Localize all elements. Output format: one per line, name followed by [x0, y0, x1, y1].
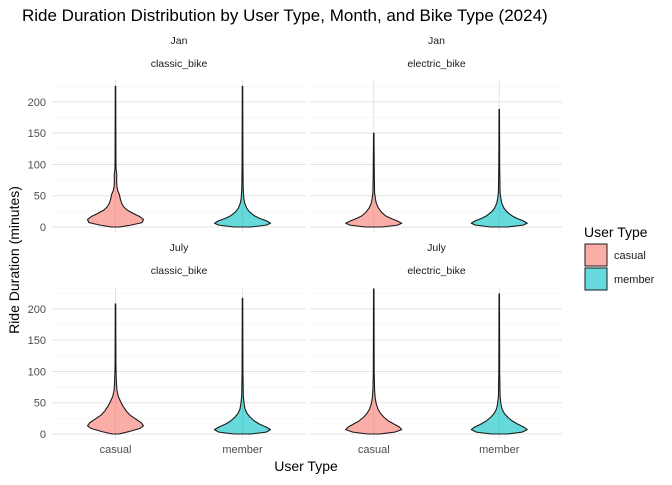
facet-panel: Jan classic_bike 0 50 100 150 200	[28, 35, 306, 234]
y-tick-label: 0	[40, 429, 46, 441]
violin-casual	[86, 85, 145, 228]
strip-label-bike: classic_bike	[151, 265, 208, 277]
y-tick-label: 200	[28, 304, 46, 316]
y-tick-label: 150	[28, 128, 46, 140]
y-axis-label: Ride Duration (minutes)	[6, 186, 22, 334]
strip-label-bike: electric_bike	[407, 265, 466, 277]
violin-member	[470, 108, 528, 228]
y-tick-label: 0	[40, 222, 46, 234]
strip-label-bike: classic_bike	[151, 58, 208, 70]
y-tick-label: 100	[28, 159, 46, 171]
legend-key-member	[584, 267, 608, 291]
facet-panel: July classic_bike 0 50 100 150 200 casual member	[28, 242, 306, 456]
x-tick-label: casual	[358, 444, 390, 456]
legend-key-casual	[584, 243, 608, 267]
violin-casual	[86, 303, 145, 435]
strip-label-month: Jan	[428, 35, 445, 47]
y-tick-label: 150	[28, 335, 46, 347]
facet-panel: Jan electric_bike	[311, 35, 562, 232]
legend-label-casual: casual	[614, 250, 646, 262]
violin-casual	[345, 132, 403, 228]
x-tick-label: casual	[100, 444, 132, 456]
y-tick-label: 200	[28, 97, 46, 109]
y-tick-label: 50	[34, 191, 46, 203]
strip-label-month: July	[170, 242, 189, 254]
legend-label-member: member	[614, 274, 655, 286]
legend: User Type casual member	[584, 224, 655, 291]
violin-member	[470, 293, 528, 435]
strip-label-month: Jan	[171, 35, 188, 47]
y-tick-label: 50	[34, 398, 46, 410]
x-axis-label: User Type	[274, 458, 338, 474]
x-tick-label: member	[222, 444, 263, 456]
x-tick-label: member	[479, 444, 520, 456]
strip-label-month: July	[427, 242, 446, 254]
strip-label-bike: electric_bike	[407, 58, 466, 70]
chart-title: Ride Duration Distribution by User Type,…	[22, 6, 548, 25]
violin-member	[213, 85, 272, 228]
violin-member	[213, 297, 272, 435]
violin-casual	[345, 288, 403, 435]
y-tick-label: 100	[28, 366, 46, 378]
legend-title: User Type	[584, 224, 648, 240]
